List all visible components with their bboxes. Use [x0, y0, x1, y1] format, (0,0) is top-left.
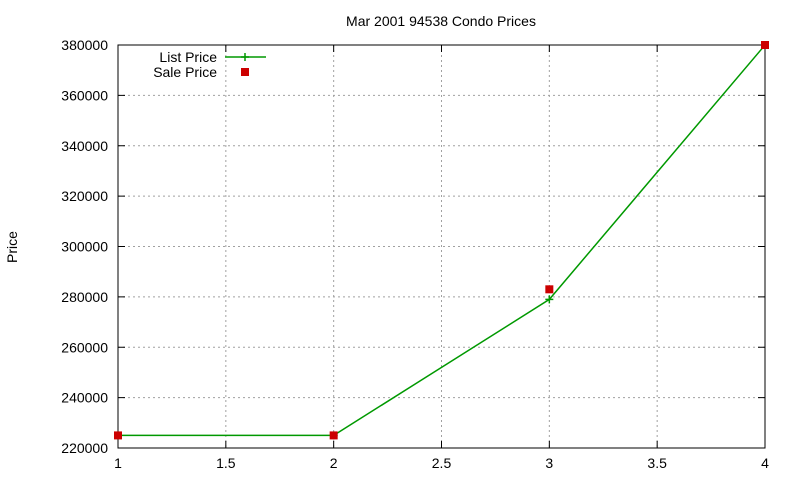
- x-tick-label: 2: [330, 455, 338, 471]
- y-tick-label: 380000: [61, 37, 108, 53]
- data-point-list-price: [545, 295, 554, 304]
- series-sale-price: [114, 41, 769, 440]
- y-tick-label: 340000: [61, 138, 108, 154]
- data-point-sale-price: [329, 431, 338, 440]
- y-tick-label: 360000: [61, 87, 108, 103]
- y-tick-label: 260000: [61, 339, 108, 355]
- legend-swatch-marker-list-price: [241, 53, 249, 61]
- legend-swatch-marker-sale-price: [241, 68, 249, 76]
- legend-label-list-price: List Price: [159, 49, 217, 65]
- grid: [118, 45, 765, 448]
- series: [114, 41, 769, 440]
- x-tick-label: 4: [761, 455, 769, 471]
- x-tick-label: 2.5: [432, 455, 452, 471]
- legend-label-sale-price: Sale Price: [153, 64, 217, 80]
- series-line-list-price: [118, 44, 766, 437]
- y-axis-label: Price: [4, 231, 20, 263]
- x-tick-label: 3: [545, 455, 553, 471]
- data-point-sale-price: [545, 285, 554, 294]
- legend-entry-list-price: List Price: [159, 49, 266, 65]
- x-tick-label: 1: [114, 455, 122, 471]
- y-tick-label: 240000: [61, 390, 108, 406]
- y-tick-label: 300000: [61, 239, 108, 255]
- data-point-sale-price: [761, 41, 769, 49]
- x-tick-label: 1.5: [216, 455, 236, 471]
- legend-entry-sale-price: Sale Price: [153, 64, 249, 80]
- axis-ticks: 1 1.5 2 2.5 3 3.5 4 220000 240000 260000 280000 300…: [61, 37, 769, 471]
- y-tick-label: 220000: [61, 440, 108, 456]
- y-tick-label: 280000: [61, 289, 108, 305]
- data-point-sale-price: [114, 431, 122, 440]
- y-tick-label: 320000: [61, 188, 108, 204]
- chart-title: Mar 2001 94538 Condo Prices: [346, 13, 536, 29]
- x-tick-label: 3.5: [647, 455, 667, 471]
